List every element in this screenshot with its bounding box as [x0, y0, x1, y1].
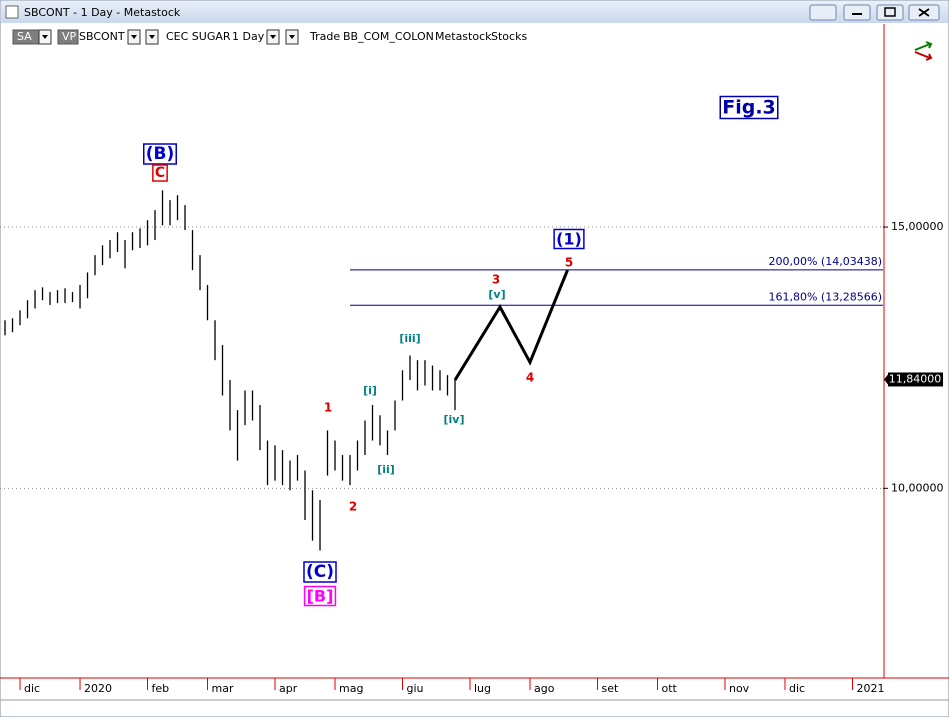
toolbar-item: Trade — [309, 30, 340, 43]
toolbar-item: SBCONT — [79, 30, 125, 43]
wave-label: 4 — [526, 371, 534, 385]
wave-label: (C) — [306, 562, 334, 582]
window-buttons[interactable] — [809, 4, 940, 21]
toolbar-item: Stocks — [491, 30, 527, 43]
wave-label: [B] — [307, 587, 334, 606]
projection-line — [453, 269, 569, 381]
wave-label: [iv] — [444, 413, 465, 426]
x-tick-label: dic — [789, 682, 805, 695]
x-tick-label: mag — [339, 682, 363, 695]
x-tick-label: nov — [729, 682, 750, 695]
toolbar-button[interactable] — [57, 29, 79, 45]
x-tick-label: 2021 — [856, 682, 884, 695]
toolbar-item[interactable]: VP — [62, 30, 77, 43]
maximize-icon — [884, 7, 896, 17]
wave-label-box — [303, 561, 337, 583]
wave-label: [iii] — [399, 332, 420, 345]
dropdown-arrow — [131, 35, 137, 39]
x-tick-label: 2020 — [84, 682, 112, 695]
wave-label-box — [152, 164, 168, 182]
window-title: SBCONT - 1 Day - Metastock — [24, 6, 181, 19]
wave-label-box — [143, 143, 177, 165]
wave-label-box — [303, 585, 337, 607]
restore-button[interactable] — [809, 4, 837, 21]
wave-label: 2 — [349, 500, 357, 514]
minimize-button[interactable] — [843, 4, 871, 21]
close-icon — [918, 8, 930, 17]
wave-label: [ii] — [377, 463, 395, 476]
toolbar-item[interactable]: SA — [17, 30, 32, 43]
toolbar-item: BB_COM_COLON — [343, 30, 434, 43]
dropdown-arrow — [270, 35, 276, 39]
wave-label: (1) — [556, 230, 582, 249]
wave-label: 3 — [492, 273, 500, 287]
last-price-box — [888, 372, 943, 387]
x-tick-label: set — [601, 682, 618, 695]
x-tick-label: dic — [24, 682, 40, 695]
wave-label: 5 — [565, 256, 573, 270]
wave-label: Fig.3 — [722, 97, 776, 119]
wave-label: C — [155, 165, 165, 181]
last-price-label: 11,84000 — [889, 372, 942, 385]
wave-label: (B) — [146, 144, 175, 164]
x-tick-label: ago — [534, 682, 555, 695]
y-tick-label: 15,00000 — [891, 220, 944, 233]
title-bar — [1, 1, 948, 23]
chart-icon-green[interactable] — [914, 41, 933, 51]
last-price-pointer — [884, 374, 888, 385]
x-tick-label: ott — [661, 682, 677, 695]
x-tick-label: giu — [407, 682, 424, 695]
wave-label: [i] — [363, 384, 377, 397]
toolbar-item: CEC SUGAR — [166, 30, 231, 43]
wave-label: 1 — [324, 401, 332, 415]
fib-label: 200,00% (14,03438) — [768, 255, 882, 268]
x-tick-label: apr — [279, 682, 298, 695]
dropdown-arrow — [289, 35, 295, 39]
x-tick-label: feb — [152, 682, 170, 695]
wave-label-box — [553, 228, 585, 250]
app-icon — [5, 5, 19, 19]
toolbar-item: Metastock — [435, 30, 492, 43]
y-tick-label: 10,00000 — [891, 481, 944, 494]
dropdown-arrow — [42, 35, 48, 39]
x-tick-label: lug — [474, 682, 491, 695]
wave-label: [v] — [488, 288, 505, 301]
maximize-button[interactable] — [876, 4, 904, 21]
toolbar-item: 1 Day — [232, 30, 265, 43]
dropdown-arrow — [149, 35, 155, 39]
fib-label: 161,80% (13,28566) — [768, 290, 882, 303]
chart-icon-red — [914, 51, 933, 61]
x-tick-label: mar — [212, 682, 234, 695]
wave-label-box — [719, 95, 779, 120]
